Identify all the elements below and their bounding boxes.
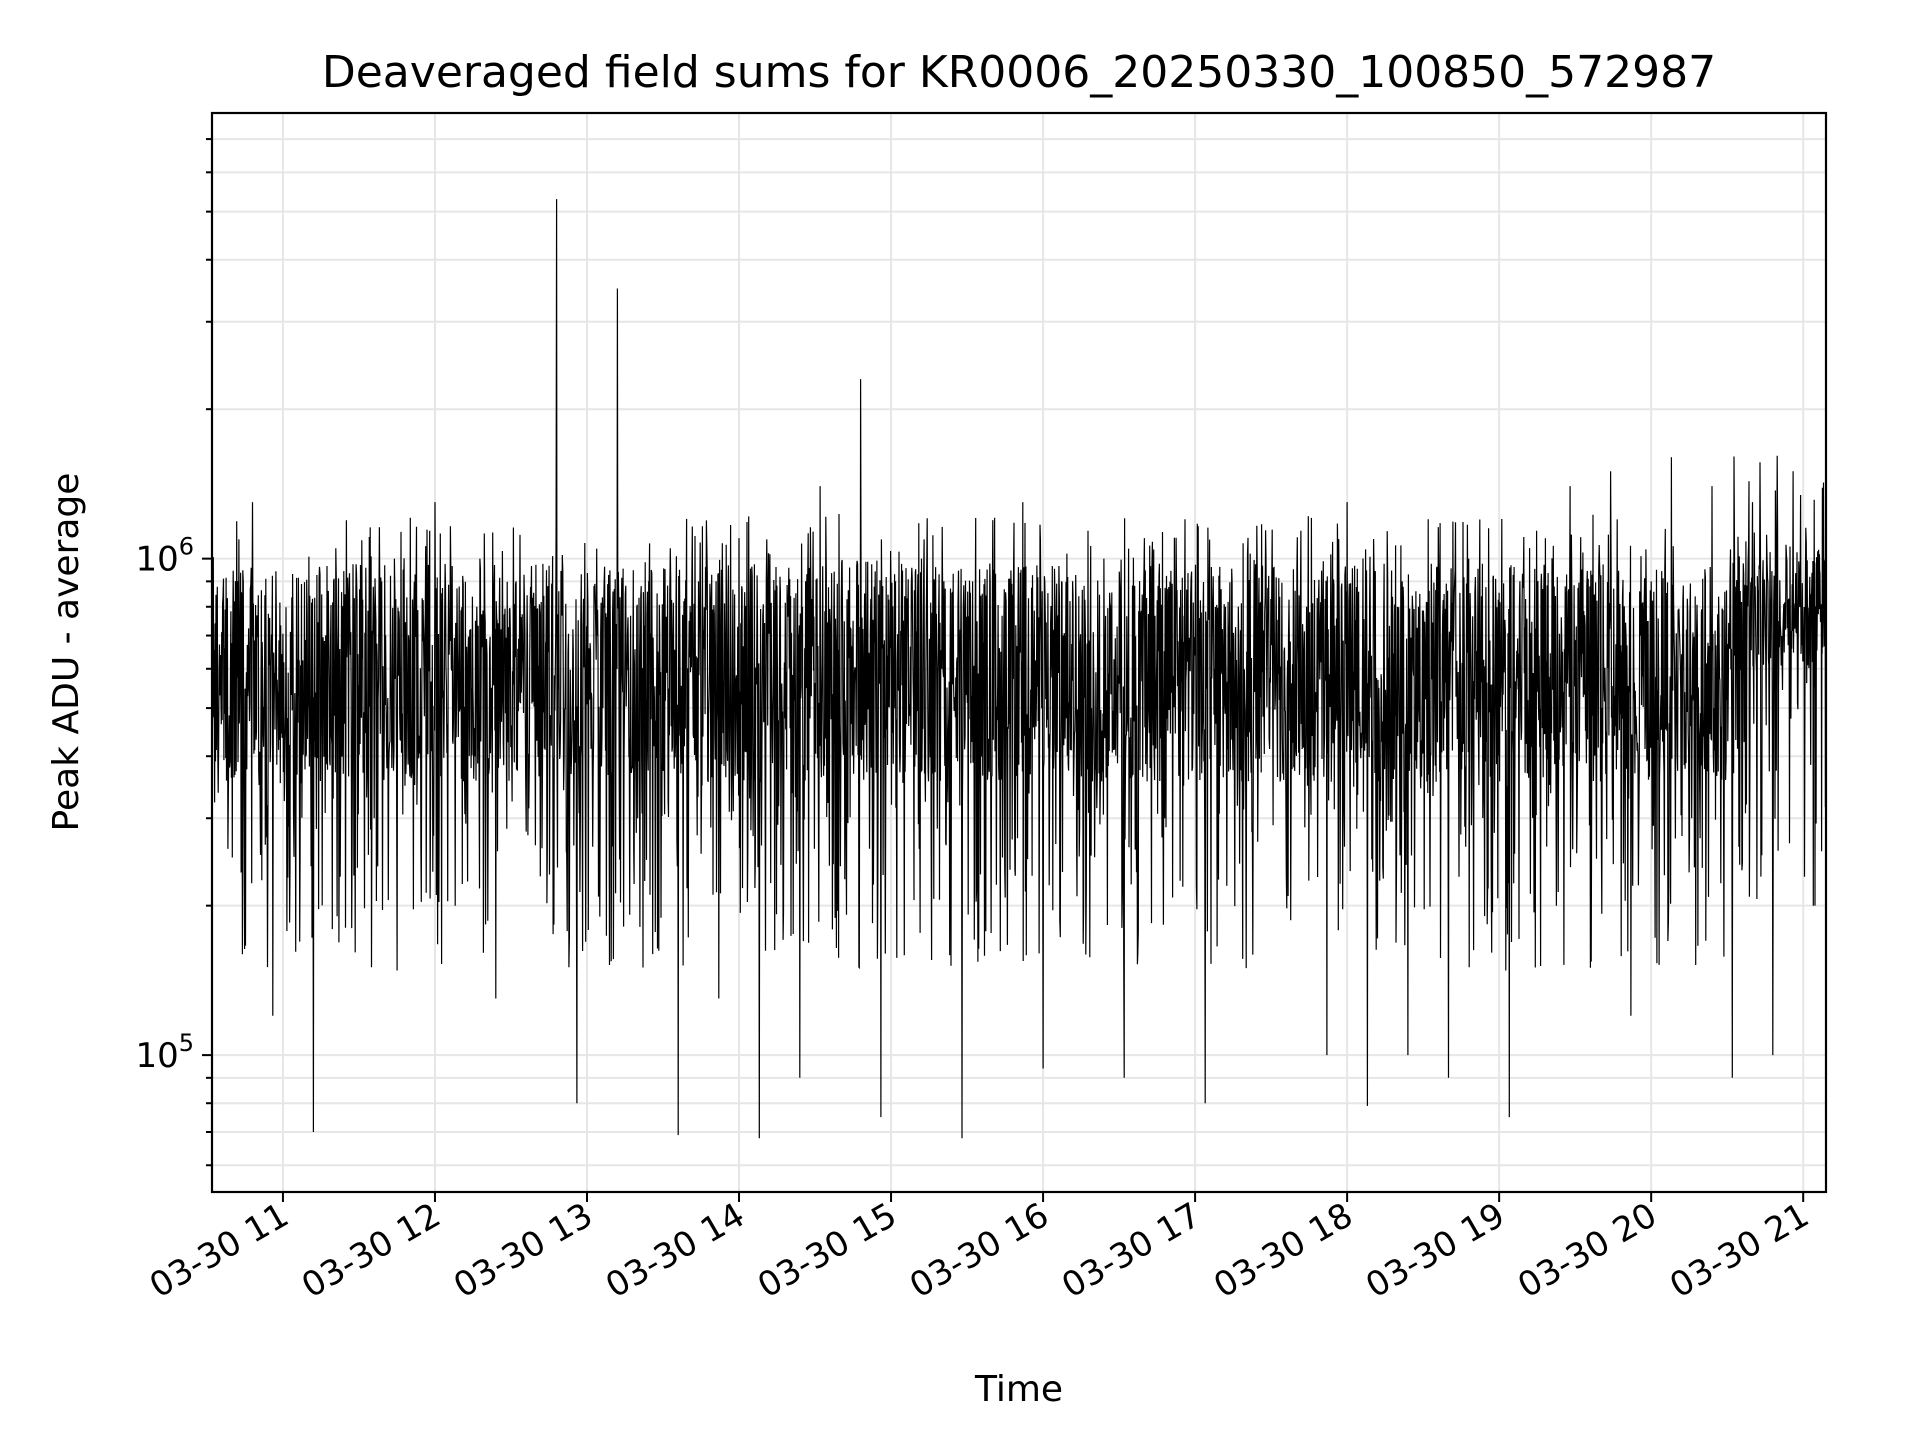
- series-line: [211, 199, 1827, 1139]
- x-axis: 03-30 11 03-30 12 03-30 13 03-30 14 03-30 15…: [143, 1192, 1816, 1306]
- x-tick-label: 03-30 13: [447, 1195, 599, 1306]
- x-tick-label: 03-30 12: [295, 1195, 447, 1306]
- y-tick-label-exp: 5: [179, 1029, 194, 1057]
- x-tick-label: 03-30 17: [1055, 1195, 1207, 1306]
- x-tick-label: 03-30 21: [1663, 1195, 1815, 1306]
- x-axis-label: Time: [974, 1369, 1063, 1410]
- x-tick-label: 03-30 16: [903, 1195, 1055, 1306]
- y-tick-label-base: 10: [135, 1036, 178, 1076]
- x-tick-label: 03-30 18: [1207, 1195, 1359, 1306]
- x-tick-label: 03-30 11: [143, 1195, 295, 1306]
- y-axis-label: Peak ADU - average: [46, 473, 87, 832]
- x-tick-label: 03-30 20: [1511, 1195, 1663, 1306]
- y-tick-label-base: 10: [135, 540, 178, 580]
- y-tick-label: 105: [135, 1029, 194, 1076]
- chart-title: Deaveraged field sums for KR0006_2025033…: [322, 47, 1716, 98]
- x-tick-label: 03-30 15: [751, 1195, 903, 1306]
- y-tick-label-exp: 6: [179, 533, 194, 561]
- axes-frame: [210, 111, 1828, 1194]
- y-tick-label: 106: [135, 533, 194, 580]
- x-tick-label: 03-30 19: [1359, 1195, 1511, 1306]
- plot-area: [211, 199, 1827, 1139]
- x-tick-label: 03-30 14: [599, 1195, 751, 1306]
